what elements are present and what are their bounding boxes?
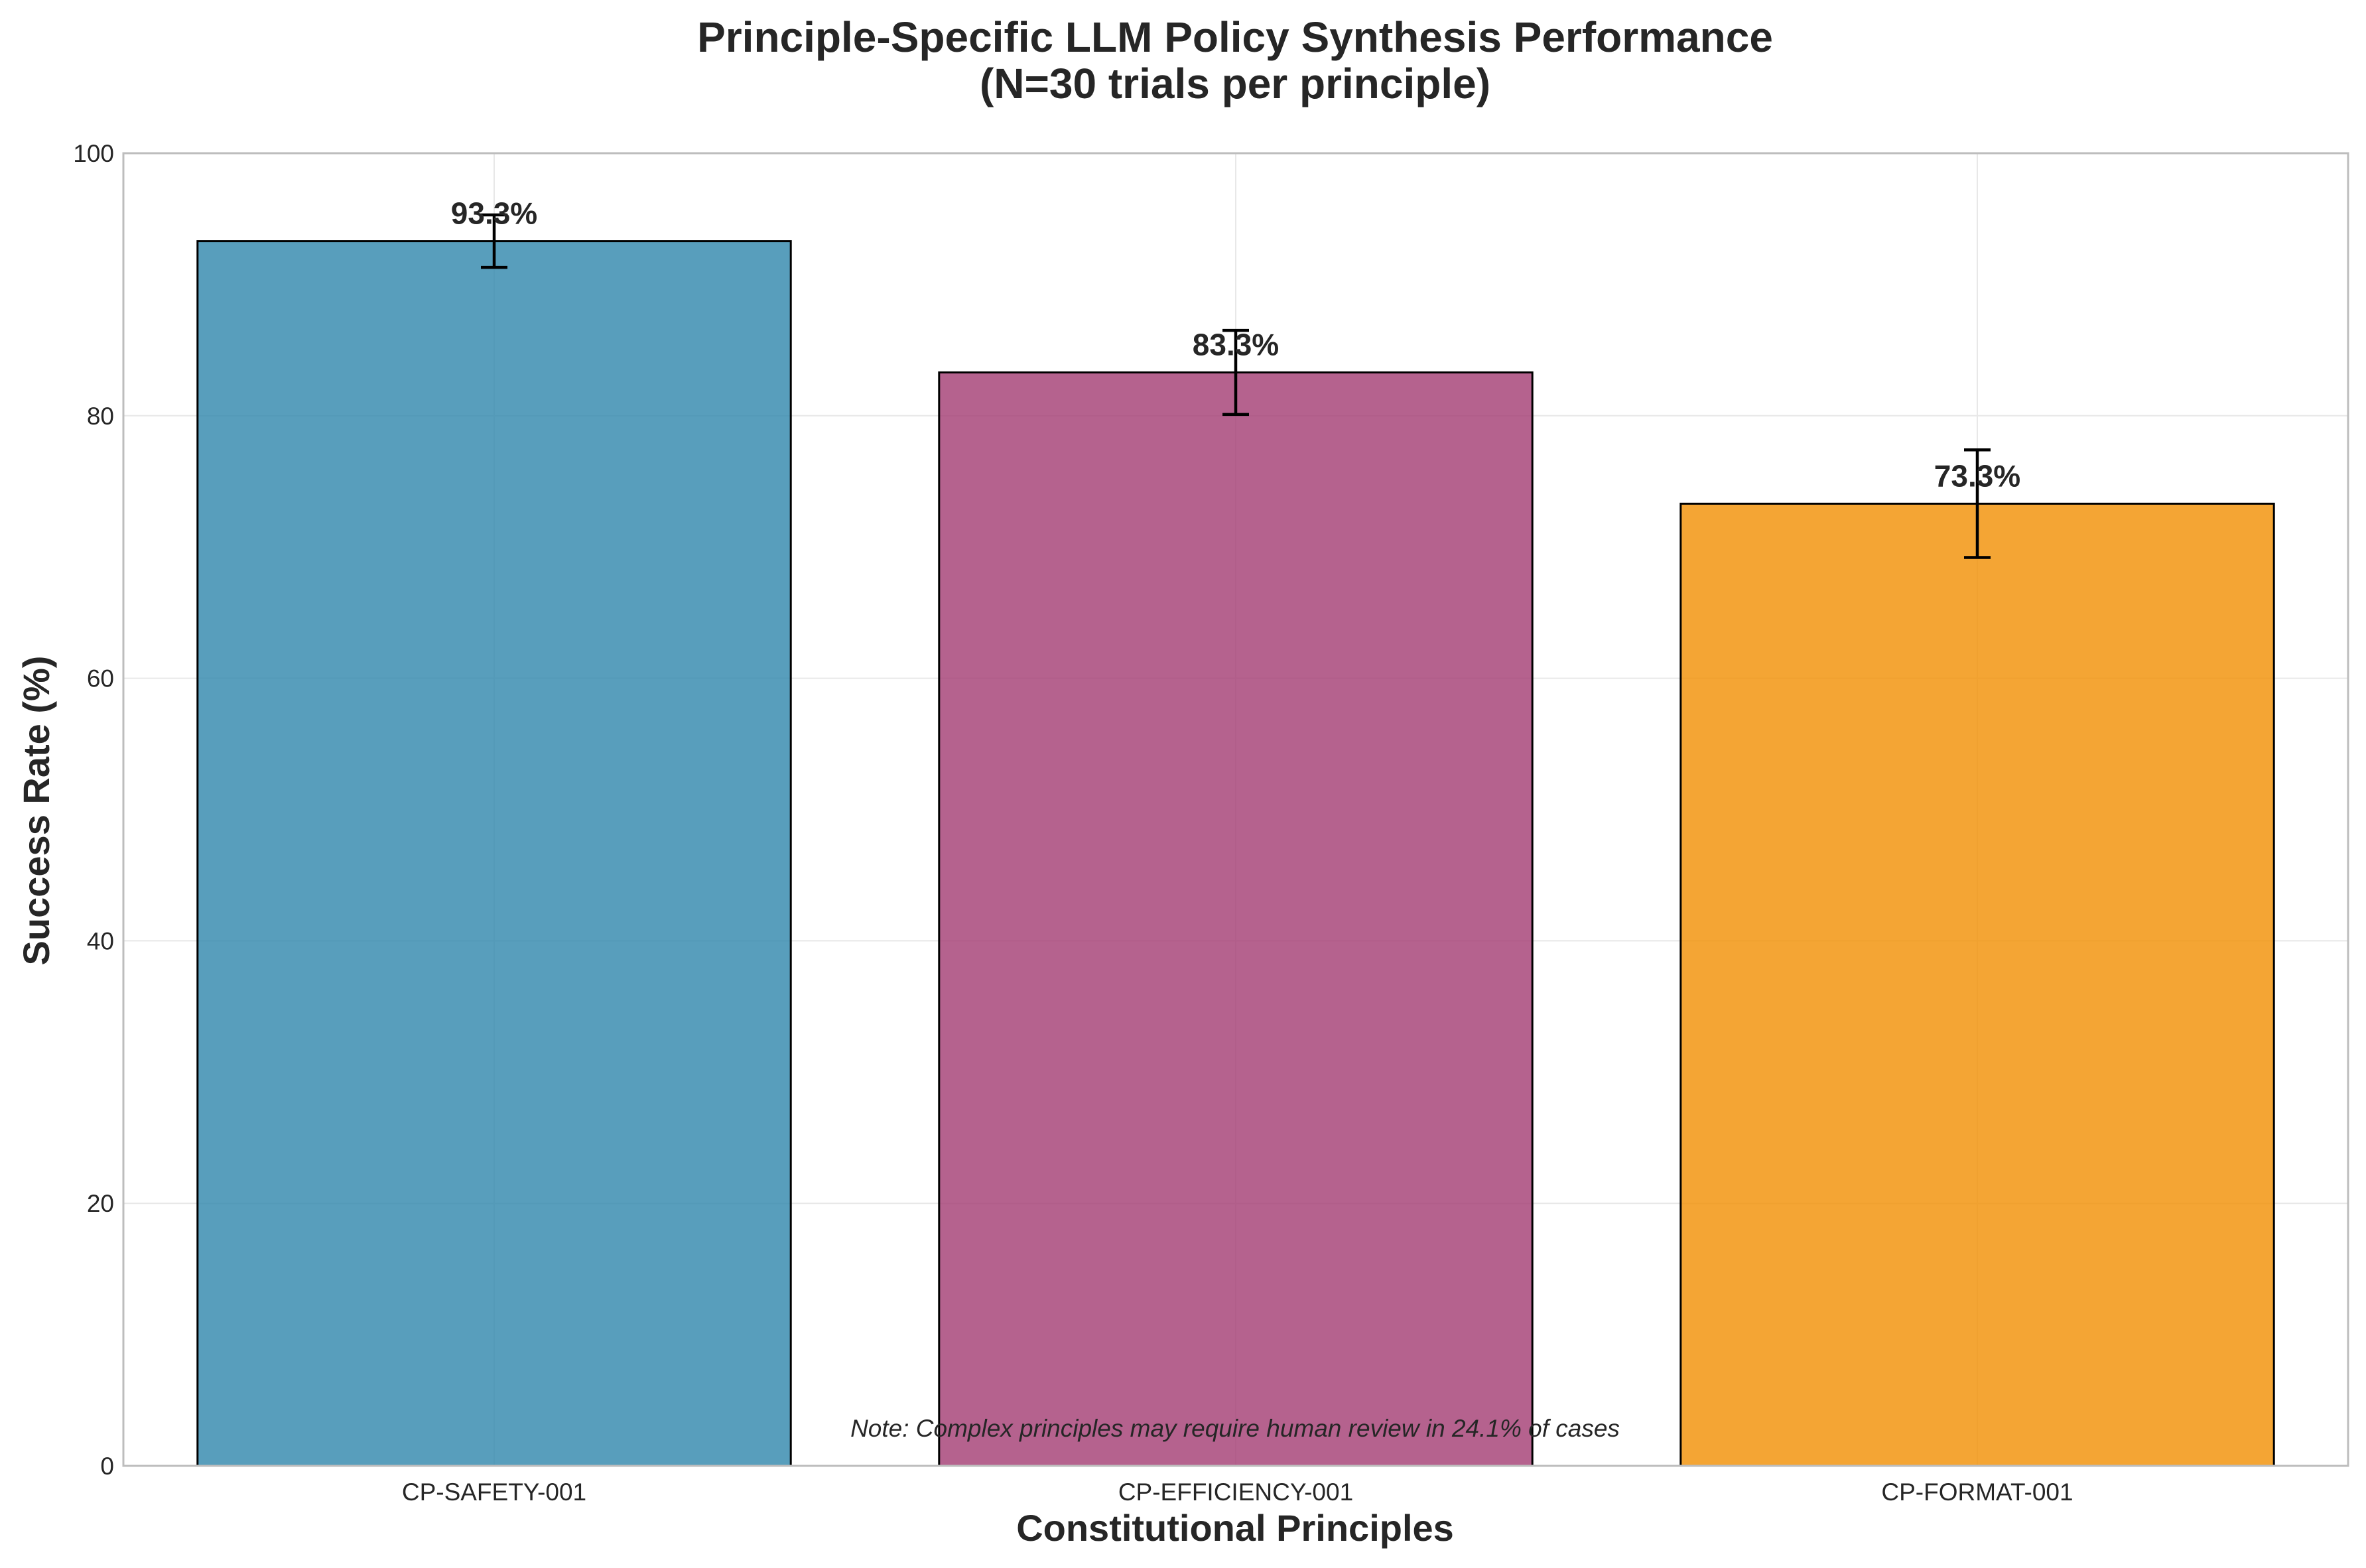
data-labels: 93.3% 83.3% 73.3% [451, 196, 2020, 493]
y-tick-label-5: 100 [73, 140, 114, 167]
y-tick-label-4: 80 [87, 403, 114, 430]
x-tick-label-0: CP-SAFETY-001 [402, 1478, 586, 1506]
plot-frame [122, 152, 2349, 1467]
data-label-1: 83.3% [1193, 327, 1279, 361]
x-tick-label-2: CP-FORMAT-001 [1881, 1478, 2073, 1506]
y-axis-label: Success Rate (%) [15, 656, 57, 966]
data-label-0: 93.3% [451, 196, 537, 231]
chart-title-line-1: Principle-Specific LLM Policy Synthesis … [697, 13, 1773, 61]
y-tick-label-1: 20 [87, 1190, 114, 1217]
bar-cp-safety-001 [196, 240, 792, 1467]
error-bars [481, 213, 1991, 559]
x-tick-label-1: CP-EFFICIENCY-001 [1118, 1478, 1353, 1506]
bars [196, 240, 2275, 1467]
y-tick-label-2: 40 [87, 927, 114, 954]
footnote: Note: Complex principles may require hum… [850, 1415, 1620, 1442]
chart-title-line-2: (N=30 trials per principle) [980, 60, 1490, 107]
x-axis-label: Constitutional Principles [1016, 1507, 1454, 1549]
bar-cp-efficiency-001 [938, 371, 1534, 1467]
data-label-2: 73.3% [1934, 458, 2020, 493]
y-tick-label-3: 60 [87, 665, 114, 692]
error-bar-cp-format-001 [1964, 448, 1991, 559]
y-tick-label-0: 0 [100, 1453, 114, 1480]
error-bar-cp-safety-001 [481, 213, 507, 269]
bar-cp-format-001 [1679, 502, 2275, 1467]
error-bar-cp-efficiency-001 [1222, 328, 1249, 417]
y-axis-ticks: 0 20 40 60 80 100 [73, 140, 114, 1480]
x-axis-ticks: CP-SAFETY-001 CP-EFFICIENCY-001 CP-FORMAT-… [402, 1478, 2073, 1506]
